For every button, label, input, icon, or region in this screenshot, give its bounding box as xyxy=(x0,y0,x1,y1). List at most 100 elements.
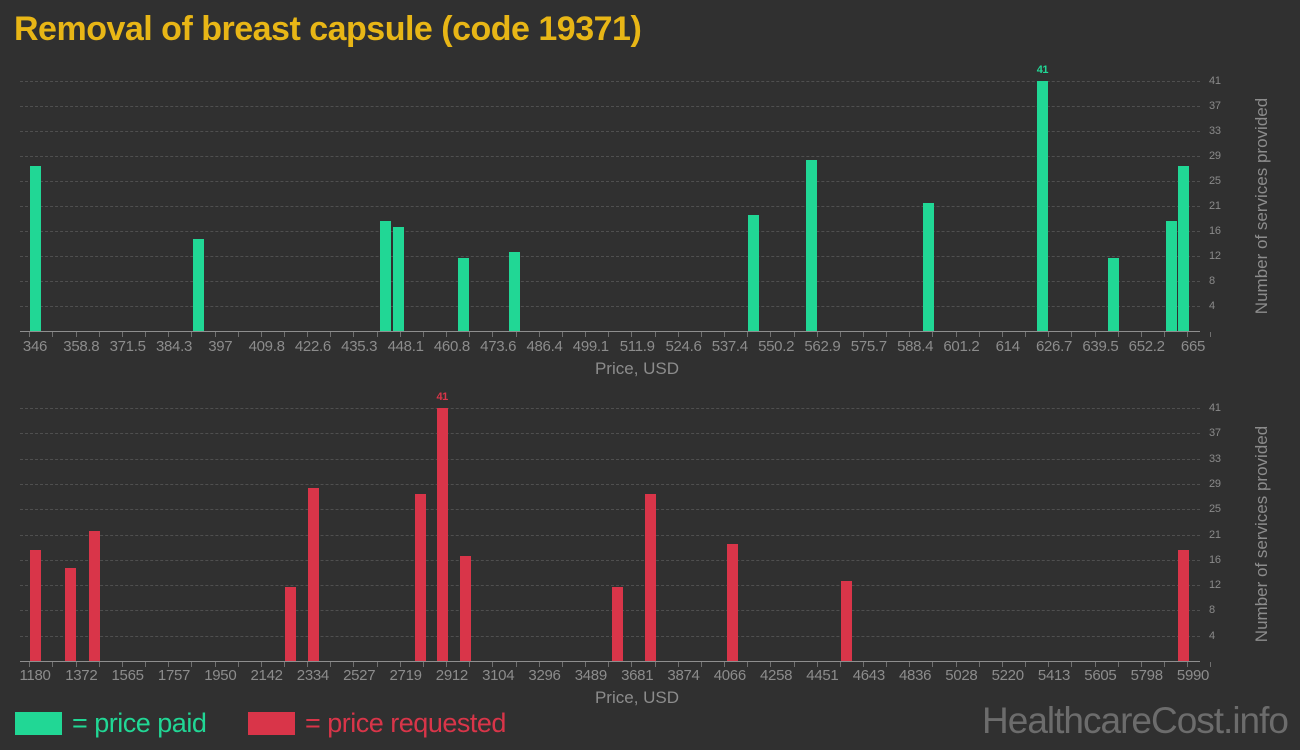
x-tick-label: 409.8 xyxy=(248,338,285,355)
axis-tick xyxy=(515,332,517,337)
axis-tick xyxy=(353,662,355,667)
gridline xyxy=(20,205,1200,207)
axis-tick xyxy=(237,332,239,337)
axis-tick xyxy=(422,332,424,337)
axis-tick xyxy=(1071,662,1073,667)
axis-tick xyxy=(168,662,170,667)
y-tick-label: 21 xyxy=(1209,528,1221,541)
gridline xyxy=(20,280,1200,282)
bar-price-paid xyxy=(748,214,760,331)
bar-price-paid xyxy=(922,202,934,331)
bar-price-requested xyxy=(460,556,471,661)
y-tick-label: 37 xyxy=(1209,99,1221,112)
axis-tick xyxy=(631,662,633,667)
x-tick-label: 422.6 xyxy=(294,338,331,355)
page-title: Removal of breast capsule (code 19371) xyxy=(14,10,642,48)
axis-tick xyxy=(932,332,934,337)
x-tick-label: 397 xyxy=(208,338,233,355)
x-tick-label: 473.6 xyxy=(480,338,517,355)
y-axis-title-paid: Number of services provided xyxy=(1252,97,1271,315)
axis-tick xyxy=(422,662,424,667)
axis-tick xyxy=(260,332,262,337)
axis-tick xyxy=(538,332,540,337)
x-axis-line xyxy=(20,661,1200,662)
bar-price-requested xyxy=(611,587,623,661)
axis-tick xyxy=(330,332,332,337)
bar-price-requested xyxy=(644,494,656,661)
axis-tick xyxy=(700,662,702,667)
y-tick-label: 29 xyxy=(1209,477,1221,490)
y-tick-label: 12 xyxy=(1209,249,1221,262)
y-tick-label: 8 xyxy=(1209,604,1215,617)
x-tick-label: 3489 xyxy=(574,667,607,684)
axis-tick xyxy=(121,662,123,667)
x-tick-label: 1180 xyxy=(19,667,51,684)
x-tick-label: 2912 xyxy=(435,667,468,684)
axis-tick xyxy=(955,332,957,337)
x-tick-label: 4836 xyxy=(899,667,932,684)
axis-tick xyxy=(863,332,864,337)
price-requested-swatch xyxy=(248,712,295,735)
bar-price-paid xyxy=(392,227,404,331)
axis-tick xyxy=(399,662,401,667)
axis-tick xyxy=(770,332,772,337)
axis-tick xyxy=(677,332,679,337)
axis-tick xyxy=(284,662,285,667)
x-tick-label: 5605 xyxy=(1084,667,1117,684)
x-tick-label: 4258 xyxy=(760,667,793,684)
y-tick-label: 25 xyxy=(1209,503,1221,516)
x-tick-label: 448.1 xyxy=(387,338,424,355)
bar-price-requested xyxy=(89,531,101,661)
axis-tick xyxy=(932,662,934,667)
axis-tick xyxy=(724,332,725,337)
gridline xyxy=(20,433,1200,435)
x-axis-line xyxy=(20,331,1200,332)
axis-tick xyxy=(399,332,401,337)
x-tick-label: 575.7 xyxy=(850,338,887,355)
axis-tick xyxy=(98,332,100,337)
axis-tick xyxy=(191,662,193,667)
y-tick-label: 33 xyxy=(1209,124,1221,137)
axis-tick xyxy=(1187,662,1189,667)
x-tick-label: 652.2 xyxy=(1128,338,1165,355)
x-tick-label: 1565 xyxy=(111,667,144,684)
axis-tick xyxy=(307,332,309,337)
axis-tick xyxy=(1025,662,1027,667)
bar-price-requested xyxy=(1177,549,1189,661)
axis-tick xyxy=(631,332,633,337)
x-tick-label: 3296 xyxy=(528,667,561,684)
bar-price-paid xyxy=(1036,80,1048,331)
axis-tick xyxy=(145,332,146,337)
axis-tick xyxy=(492,662,494,667)
bar-price-paid xyxy=(1107,257,1119,331)
axis-tick xyxy=(1094,332,1096,337)
axis-tick xyxy=(793,332,795,337)
axis-tick xyxy=(446,662,448,667)
x-tick-label: 601.2 xyxy=(943,338,980,355)
gridline xyxy=(20,483,1200,485)
x-tick-label: 665 xyxy=(1180,338,1206,355)
gridline xyxy=(20,585,1200,587)
axis-tick xyxy=(585,332,586,337)
bar-price-requested xyxy=(436,408,448,661)
gridline xyxy=(20,155,1200,157)
axis-tick xyxy=(585,662,586,667)
axis-tick xyxy=(1094,662,1096,667)
axis-tick xyxy=(700,332,702,337)
y-tick-label: 41 xyxy=(1209,402,1221,414)
axis-tick xyxy=(492,332,494,337)
axis-tick xyxy=(29,332,31,337)
axis-tick xyxy=(654,332,656,337)
gridline xyxy=(20,509,1200,511)
axis-tick xyxy=(654,662,656,667)
axis-tick xyxy=(886,662,888,667)
axis-tick xyxy=(816,662,818,667)
axis-tick xyxy=(561,662,563,667)
y-tick-label: 16 xyxy=(1209,224,1221,237)
y-tick-label: 21 xyxy=(1209,199,1221,212)
bar-price-requested xyxy=(29,549,41,661)
gridline xyxy=(20,180,1200,182)
x-tick-label: 2719 xyxy=(389,667,422,684)
axis-tick xyxy=(98,662,100,667)
axis-tick xyxy=(376,662,378,667)
